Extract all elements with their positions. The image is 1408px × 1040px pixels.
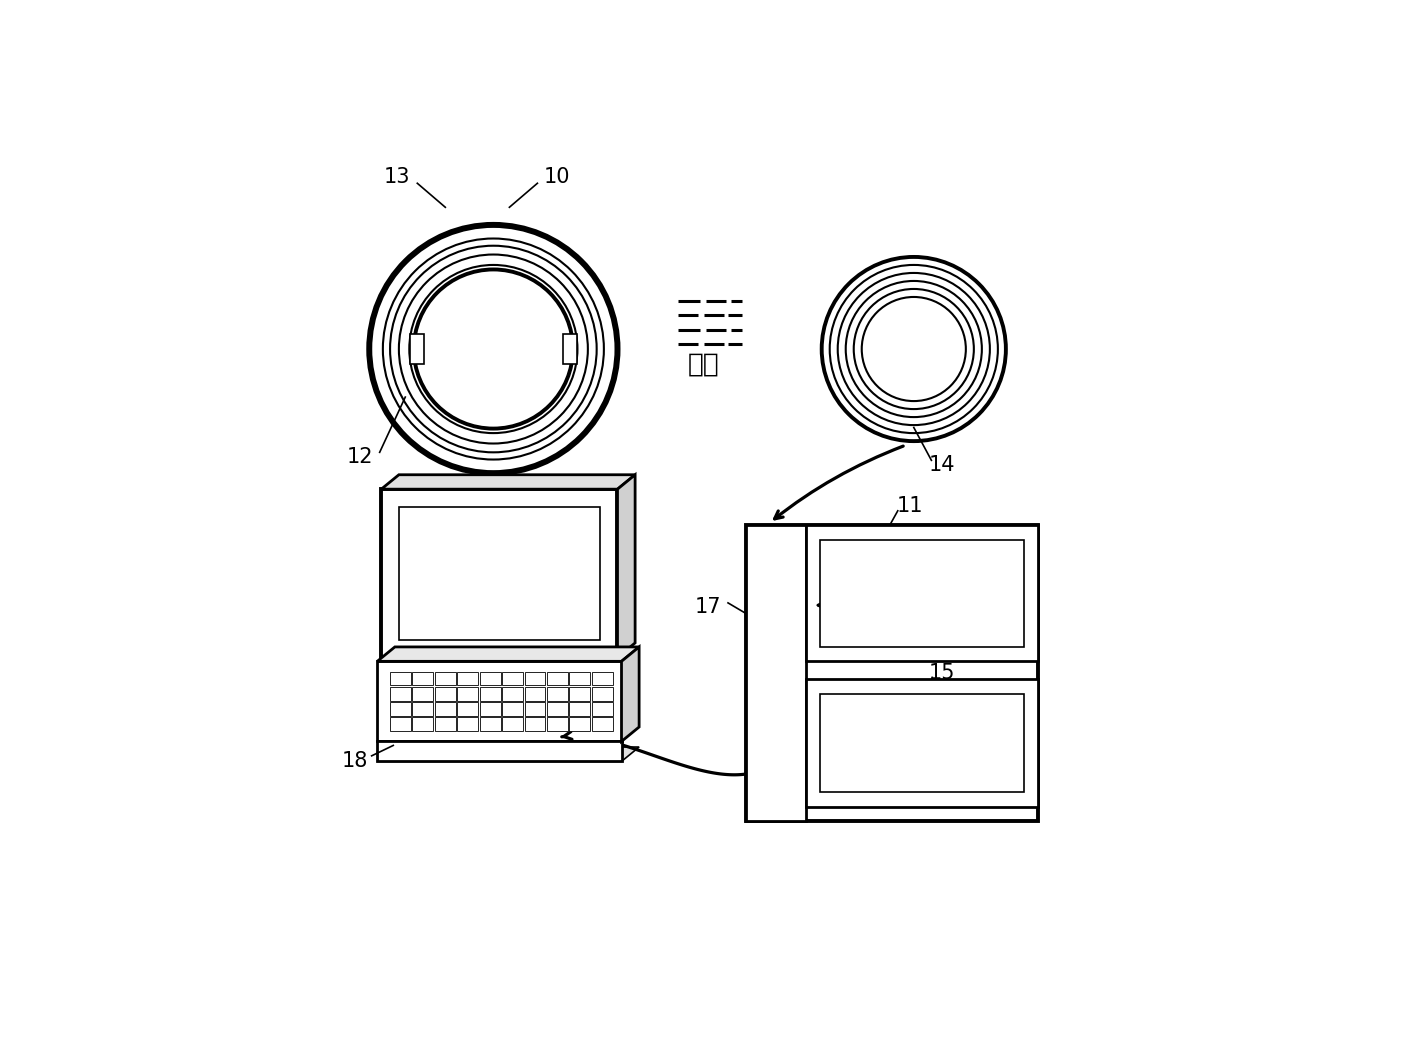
Bar <box>390 672 411 685</box>
Polygon shape <box>398 506 600 640</box>
Polygon shape <box>621 647 639 742</box>
Bar <box>458 672 479 685</box>
Polygon shape <box>618 474 635 657</box>
Bar <box>805 679 1038 807</box>
Polygon shape <box>377 747 639 761</box>
Bar <box>458 687 479 701</box>
Text: 10: 10 <box>543 166 570 187</box>
Bar <box>435 718 456 731</box>
Bar <box>569 718 590 731</box>
Bar <box>591 702 612 716</box>
Bar <box>390 702 411 716</box>
Text: 13: 13 <box>384 166 411 187</box>
Bar <box>410 334 424 364</box>
Bar <box>548 672 567 685</box>
Bar <box>525 718 545 731</box>
Bar <box>503 687 522 701</box>
Text: 16: 16 <box>928 561 955 580</box>
Bar <box>591 687 612 701</box>
Bar <box>569 687 590 701</box>
Bar <box>503 672 522 685</box>
Bar <box>413 702 434 716</box>
Bar <box>458 702 479 716</box>
Bar <box>525 687 545 701</box>
Text: 18: 18 <box>342 752 367 772</box>
Bar <box>805 525 1038 661</box>
Bar <box>435 687 456 701</box>
Polygon shape <box>377 742 621 761</box>
Bar <box>390 687 411 701</box>
Text: 17: 17 <box>694 597 721 617</box>
Bar <box>435 702 456 716</box>
Bar <box>591 718 612 731</box>
Bar <box>413 687 434 701</box>
Bar <box>548 718 567 731</box>
Bar <box>458 718 479 731</box>
Bar <box>525 672 545 685</box>
Polygon shape <box>382 474 635 489</box>
Bar <box>819 540 1024 647</box>
Bar <box>819 694 1024 792</box>
Bar <box>413 672 434 685</box>
Bar <box>435 672 456 685</box>
Polygon shape <box>377 661 621 742</box>
Bar <box>525 702 545 716</box>
Bar <box>563 334 577 364</box>
Bar <box>591 672 612 685</box>
Bar <box>390 718 411 731</box>
Bar <box>746 525 1038 822</box>
Bar <box>480 718 501 731</box>
Bar <box>503 702 522 716</box>
Text: 14: 14 <box>928 456 955 475</box>
Bar <box>480 687 501 701</box>
Text: 磁场: 磁场 <box>689 352 719 378</box>
Polygon shape <box>382 489 618 657</box>
Bar <box>548 687 567 701</box>
Bar <box>548 702 567 716</box>
Bar <box>569 672 590 685</box>
Text: 15: 15 <box>928 664 955 683</box>
Bar <box>746 525 805 822</box>
Text: 11: 11 <box>897 496 924 516</box>
Bar <box>413 718 434 731</box>
Bar <box>480 672 501 685</box>
Bar <box>503 718 522 731</box>
Polygon shape <box>377 647 639 661</box>
Bar <box>569 702 590 716</box>
Text: 12: 12 <box>346 447 373 467</box>
Bar <box>480 702 501 716</box>
